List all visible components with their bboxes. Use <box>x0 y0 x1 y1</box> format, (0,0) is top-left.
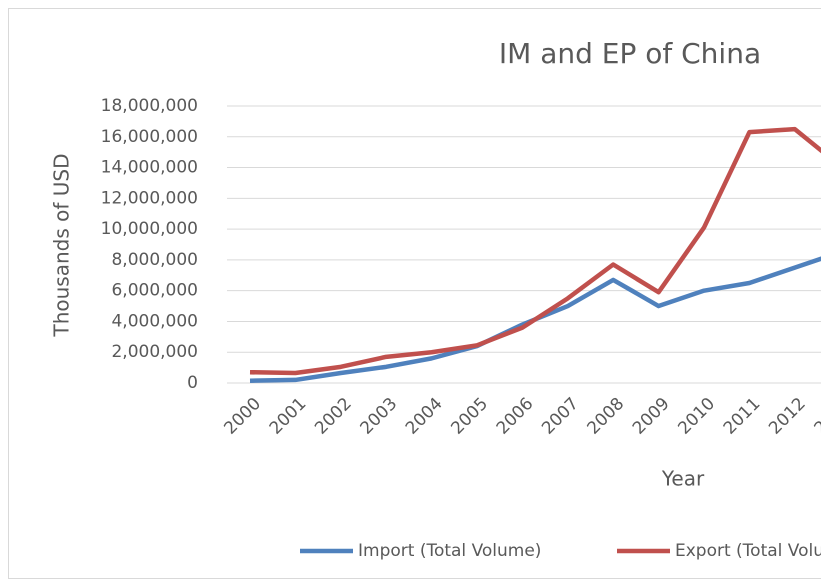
y-tick-label: 10,000,000 <box>101 219 198 239</box>
legend-label: Export (Total Volume) <box>675 541 821 561</box>
x-axis-title: Year <box>661 467 705 491</box>
y-tick-label: 4,000,000 <box>111 311 198 331</box>
y-tick-label: 14,000,000 <box>101 158 198 178</box>
legend-label: Import (Total Volume) <box>358 541 541 561</box>
y-axis-title: Thousands of USD <box>50 154 74 338</box>
y-tick-label: 0 <box>187 373 198 393</box>
y-tick-label: 12,000,000 <box>101 188 198 208</box>
plot-area <box>249 126 821 383</box>
series-line <box>249 126 821 376</box>
y-tick-label: 2,000,000 <box>111 342 198 362</box>
y-tick-label: 16,000,000 <box>101 127 198 147</box>
y-tick-label: 8,000,000 <box>111 250 198 270</box>
y-tick-label: 18,000,000 <box>101 96 198 116</box>
y-tick-label: 6,000,000 <box>111 281 198 301</box>
chart-frame <box>8 8 821 579</box>
legend: Import (Total Volume) Export (Total Volum… <box>300 541 821 561</box>
chart-title: IM and EP of China <box>499 37 761 70</box>
